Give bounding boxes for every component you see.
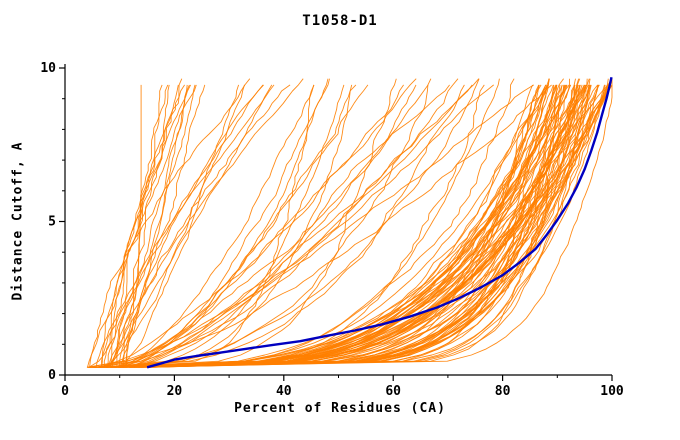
x-axis-label: Percent of Residues (CA) [234, 401, 446, 416]
model-curve [99, 84, 585, 368]
model-curve [89, 78, 588, 368]
model-curve [109, 78, 500, 368]
model-curve [107, 84, 169, 368]
model-curve [119, 84, 240, 368]
model-curve [87, 78, 251, 368]
model-curve [106, 84, 163, 368]
model-curve [120, 84, 535, 368]
x-tick-label: 20 [167, 384, 183, 399]
model-curve [101, 84, 612, 368]
model-curve [127, 84, 473, 368]
model-curve [99, 84, 575, 368]
model-curve [118, 84, 369, 368]
model-curve [114, 78, 329, 368]
model-curve [93, 78, 459, 368]
chart-title: T1058-D1 [302, 13, 378, 29]
model-curve [126, 84, 429, 368]
model-curve [86, 84, 494, 368]
y-axis-label: Distance Cutoff, A [10, 141, 26, 301]
model-curve [129, 84, 613, 368]
y-tick-label: 10 [40, 61, 56, 76]
model-curve [125, 84, 264, 368]
model-curve [112, 84, 540, 368]
model-curve [88, 84, 196, 368]
model-curve [110, 84, 549, 368]
model-curve [134, 84, 534, 368]
x-tick-label: 40 [276, 384, 292, 399]
model-curve [103, 84, 315, 368]
y-tick-label: 5 [48, 215, 56, 230]
model-curve [88, 84, 558, 368]
best-model-curve [146, 76, 613, 369]
model-curve [106, 84, 581, 368]
model-curve [99, 84, 404, 368]
model-curve [101, 84, 264, 368]
model-curve [128, 78, 613, 368]
model-curve [119, 84, 188, 368]
model-curve [104, 84, 485, 368]
x-tick-label: 0 [61, 384, 69, 399]
model-curve [120, 84, 600, 368]
model-curve [101, 84, 192, 368]
model-curve [139, 84, 600, 368]
model-curve [133, 84, 555, 368]
model-curve [111, 78, 397, 368]
x-tick-label: 100 [600, 384, 624, 399]
model-curve [87, 84, 552, 368]
model-curve [98, 78, 432, 368]
model-curve [95, 84, 275, 368]
model-curve [111, 78, 515, 368]
model-curve [95, 84, 565, 368]
model-curve [97, 84, 542, 368]
model-curve [118, 84, 170, 368]
model-curve [118, 84, 353, 368]
model-curve [113, 84, 315, 368]
model-curve [126, 84, 291, 368]
model-curve [137, 84, 572, 368]
model-curve [138, 84, 575, 368]
model-curve [146, 78, 550, 368]
model-curve [109, 78, 480, 368]
model-curve [94, 78, 576, 368]
model-curve [126, 84, 417, 368]
model-curve [116, 84, 142, 368]
model-curve [111, 78, 304, 368]
model-curve [106, 84, 345, 368]
model-curve [122, 78, 183, 368]
model-curve [131, 84, 581, 368]
model-curve [102, 78, 550, 368]
model-curve [114, 84, 606, 368]
model-curve [131, 84, 557, 368]
model-curve [106, 84, 273, 368]
model-curve [103, 84, 185, 368]
x-tick-label: 80 [495, 384, 511, 399]
model-curve [121, 84, 587, 368]
model-curve [99, 84, 465, 368]
model-curve [141, 78, 550, 368]
model-curve [105, 84, 579, 368]
y-tick-label: 0 [48, 368, 56, 383]
model-curve [152, 78, 609, 368]
model-curve [110, 84, 591, 368]
model-curve [133, 78, 480, 368]
model-curve [109, 84, 206, 368]
x-tick-label: 60 [385, 384, 401, 399]
model-curve [145, 78, 570, 368]
